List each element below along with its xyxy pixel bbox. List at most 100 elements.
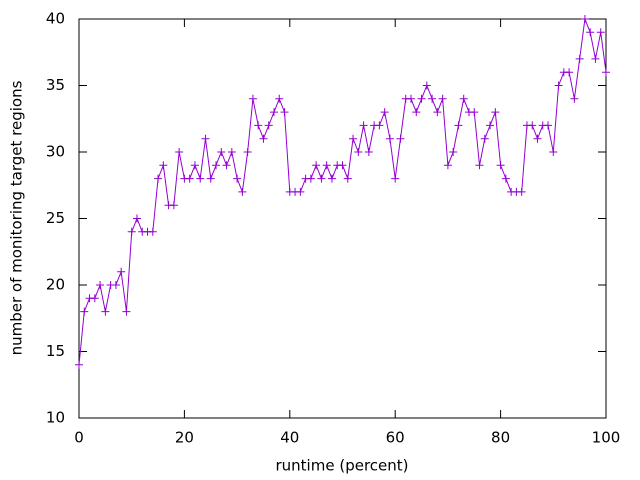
point-marker	[111, 281, 120, 289]
point-marker	[544, 121, 553, 130]
point-marker	[90, 294, 99, 303]
point-marker	[222, 161, 231, 170]
point-marker	[185, 174, 194, 183]
point-marker	[212, 161, 221, 170]
point-marker	[101, 307, 110, 316]
point-marker	[201, 134, 210, 143]
point-marker	[591, 54, 600, 63]
point-marker	[122, 307, 131, 316]
point-marker	[243, 148, 252, 156]
point-marker	[238, 187, 247, 196]
point-marker	[580, 15, 589, 23]
point-marker	[117, 267, 126, 276]
point-marker	[317, 174, 326, 183]
x-tick-label: 0	[74, 429, 84, 447]
point-marker	[96, 281, 105, 289]
point-marker	[327, 174, 336, 183]
point-marker	[227, 148, 236, 156]
point-marker	[454, 121, 463, 130]
point-marker	[438, 94, 447, 103]
point-marker	[433, 108, 442, 117]
y-tick-label: 25	[46, 209, 65, 227]
data-line	[78, 17, 607, 365]
point-marker	[175, 148, 184, 156]
point-marker	[475, 161, 484, 170]
plot-frame	[78, 18, 607, 419]
point-marker	[148, 227, 157, 236]
point-marker	[217, 148, 226, 156]
point-marker	[375, 121, 384, 130]
x-tick-label: 80	[491, 429, 510, 447]
x-tick-label: 20	[175, 429, 194, 447]
point-marker	[412, 108, 421, 117]
point-marker	[470, 108, 479, 117]
point-marker	[528, 121, 537, 130]
point-marker	[132, 214, 141, 223]
y-tick-label: 20	[46, 276, 65, 294]
y-tick-label: 10	[46, 409, 65, 427]
point-marker	[496, 161, 505, 170]
point-marker	[196, 174, 205, 183]
point-marker	[322, 161, 331, 170]
point-marker	[380, 108, 389, 117]
point-marker	[359, 121, 368, 130]
point-marker	[206, 174, 215, 183]
point-marker	[159, 161, 168, 170]
point-marker	[190, 161, 199, 170]
y-tick-label: 15	[46, 342, 65, 360]
point-marker	[501, 174, 510, 183]
x-axis-label: runtime (percent)	[276, 457, 409, 475]
point-marker	[248, 94, 257, 103]
point-marker	[407, 94, 416, 103]
point-marker	[354, 148, 363, 156]
x-tick-label: 100	[592, 429, 621, 447]
point-marker	[449, 148, 458, 156]
point-marker	[80, 307, 89, 316]
point-marker	[596, 28, 605, 37]
y-axis-label: number of monitoring target regions	[8, 80, 26, 355]
point-marker	[264, 121, 273, 130]
point-marker	[428, 94, 437, 103]
point-marker	[480, 134, 489, 143]
point-marker	[570, 94, 579, 103]
point-marker	[306, 174, 315, 183]
point-marker	[443, 161, 452, 170]
point-marker	[586, 28, 595, 37]
point-marker	[517, 187, 526, 196]
point-marker	[385, 134, 394, 143]
point-marker	[259, 134, 268, 143]
point-marker	[275, 94, 284, 103]
point-marker	[396, 134, 405, 143]
point-marker	[533, 134, 542, 143]
point-marker	[75, 360, 83, 369]
point-marker	[417, 94, 426, 103]
point-marker	[486, 121, 495, 130]
point-marker	[422, 81, 431, 90]
point-marker	[312, 161, 321, 170]
point-marker	[349, 134, 358, 143]
point-marker	[364, 148, 373, 156]
point-marker	[233, 174, 242, 183]
point-marker	[549, 148, 558, 156]
point-marker	[602, 68, 610, 77]
point-marker	[391, 174, 400, 183]
x-tick-label: 60	[386, 429, 405, 447]
point-marker	[459, 94, 468, 103]
point-marker	[127, 227, 136, 236]
x-tick-label: 40	[280, 429, 299, 447]
point-marker	[154, 174, 163, 183]
point-marker	[565, 68, 574, 77]
point-marker	[254, 121, 263, 130]
point-marker	[296, 187, 305, 196]
point-marker	[280, 108, 289, 117]
point-marker	[491, 108, 500, 117]
y-tick-label: 30	[46, 143, 65, 161]
point-marker	[338, 161, 347, 170]
y-tick-label: 40	[46, 10, 65, 28]
y-tick-label: 35	[46, 76, 65, 94]
point-marker	[554, 81, 563, 90]
point-marker	[269, 108, 278, 117]
point-marker	[575, 54, 584, 63]
point-marker	[343, 174, 352, 183]
